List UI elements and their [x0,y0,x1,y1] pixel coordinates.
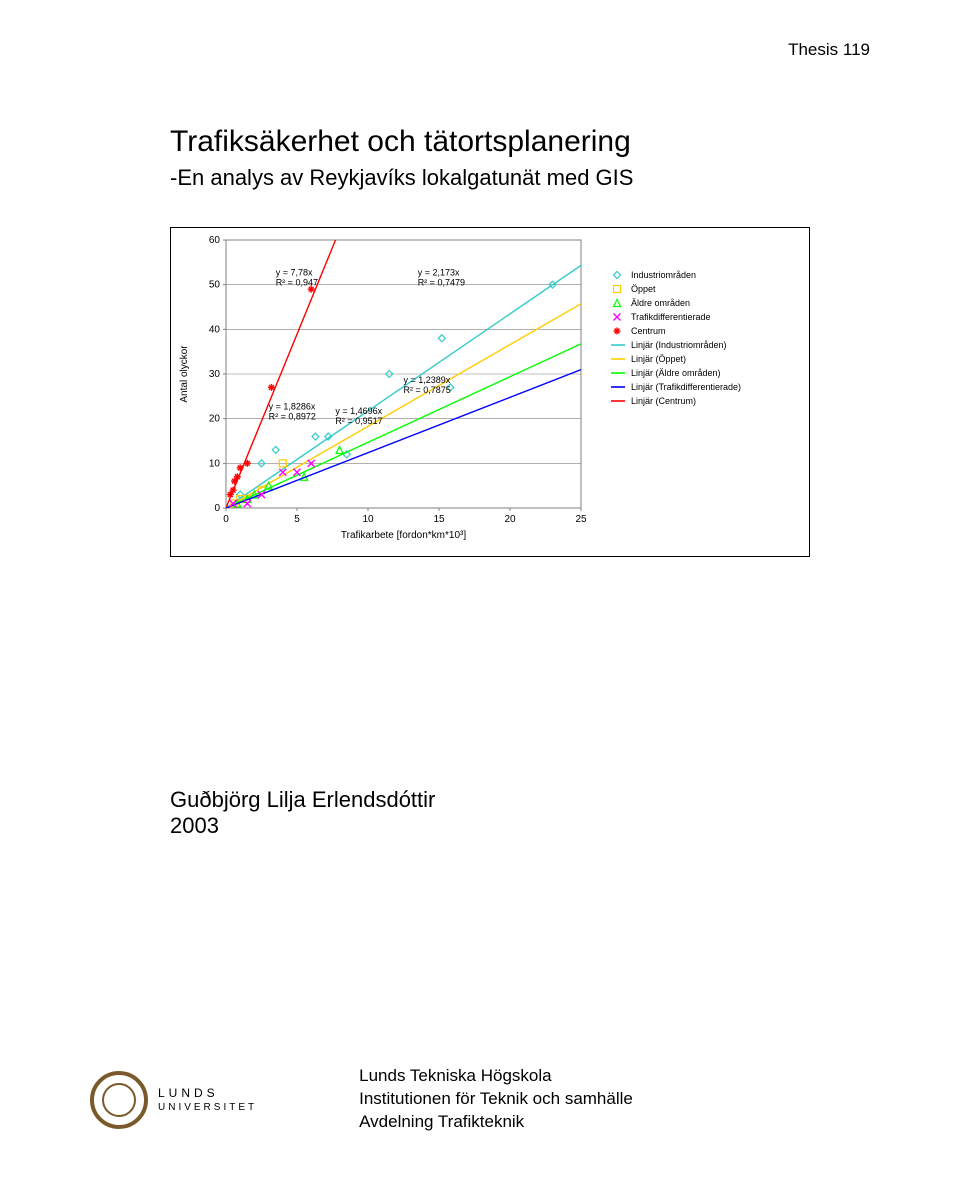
svg-text:60: 60 [209,235,221,246]
svg-text:y = 1,2389x: y = 1,2389x [404,375,451,385]
footer-line-3: Avdelning Trafikteknik [359,1111,633,1134]
author-year: 2003 [170,813,870,839]
svg-text:0: 0 [223,514,229,525]
svg-text:50: 50 [209,280,221,291]
svg-text:25: 25 [575,514,587,525]
svg-text:0: 0 [214,503,220,514]
svg-text:20: 20 [209,414,221,425]
svg-text:20: 20 [504,514,516,525]
university-seal: LUNDS UNIVERSITET [90,1071,257,1129]
svg-text:10: 10 [209,458,221,469]
svg-text:40: 40 [209,324,221,335]
page-subtitle: -En analys av Reykjavíks lokalgatunät me… [170,165,870,191]
seal-icon [90,1071,148,1129]
university-logo-sub: UNIVERSITET [158,1102,257,1113]
footer: LUNDS UNIVERSITET Lunds Tekniska Högskol… [90,1065,870,1134]
svg-text:30: 30 [209,369,221,380]
svg-text:Linjär (Öppet): Linjär (Öppet) [631,354,686,364]
svg-text:Linjär (Centrum): Linjär (Centrum) [631,396,696,406]
svg-text:Trafikarbete [fordon*km*10³]: Trafikarbete [fordon*km*10³] [341,530,466,541]
page-title: Trafiksäkerhet och tätortsplanering [170,125,870,159]
svg-text:Linjär (Äldre områden): Linjär (Äldre områden) [631,368,721,378]
svg-text:y = 2,173x: y = 2,173x [418,268,460,278]
svg-text:10: 10 [362,514,374,525]
thesis-number: Thesis 119 [788,40,870,60]
svg-text:Antal olyckor: Antal olyckor [179,345,190,403]
scatter-chart: 0 10 20 30 40 50 60 0 5 10 15 20 25 Trafikarbete [for… [170,227,810,557]
svg-text:Linjär (Industriområden): Linjär (Industriområden) [631,340,727,350]
svg-text:Industriområden: Industriområden [631,270,696,280]
footer-line-2: Institutionen för Teknik och samhälle [359,1088,633,1111]
svg-text:R² = 0,7875: R² = 0,7875 [404,385,451,395]
svg-text:y = 7,78x: y = 7,78x [276,268,313,278]
university-logo-text: LUNDS [158,1086,257,1100]
page: Thesis 119 Trafiksäkerhet och tätortspla… [0,0,960,1184]
svg-text:Centrum: Centrum [631,326,666,336]
footer-institution: Lunds Tekniska Högskola Institutionen fö… [359,1065,633,1134]
svg-text:R² = 0,8972: R² = 0,8972 [269,412,316,422]
chart-svg: 0 10 20 30 40 50 60 0 5 10 15 20 25 Trafikarbete [for… [171,228,809,556]
svg-text:Linjär (Trafikdifferentierade): Linjär (Trafikdifferentierade) [631,382,741,392]
svg-text:R² = 0,7479: R² = 0,7479 [418,278,465,288]
footer-line-1: Lunds Tekniska Högskola [359,1065,633,1088]
svg-text:y = 1,4696x: y = 1,4696x [335,406,382,416]
svg-text:R² = 0,9517: R² = 0,9517 [335,416,382,426]
svg-text:15: 15 [433,514,445,525]
svg-text:Trafikdifferentierade: Trafikdifferentierade [631,312,711,322]
svg-text:R² = 0,947: R² = 0,947 [276,278,318,288]
svg-text:Öppet: Öppet [631,284,656,294]
svg-text:Äldre områden: Äldre områden [631,298,690,308]
svg-text:y = 1,8286x: y = 1,8286x [269,402,316,412]
author-name: Guðbjörg Lilja Erlendsdóttir [170,787,870,813]
svg-text:5: 5 [294,514,300,525]
